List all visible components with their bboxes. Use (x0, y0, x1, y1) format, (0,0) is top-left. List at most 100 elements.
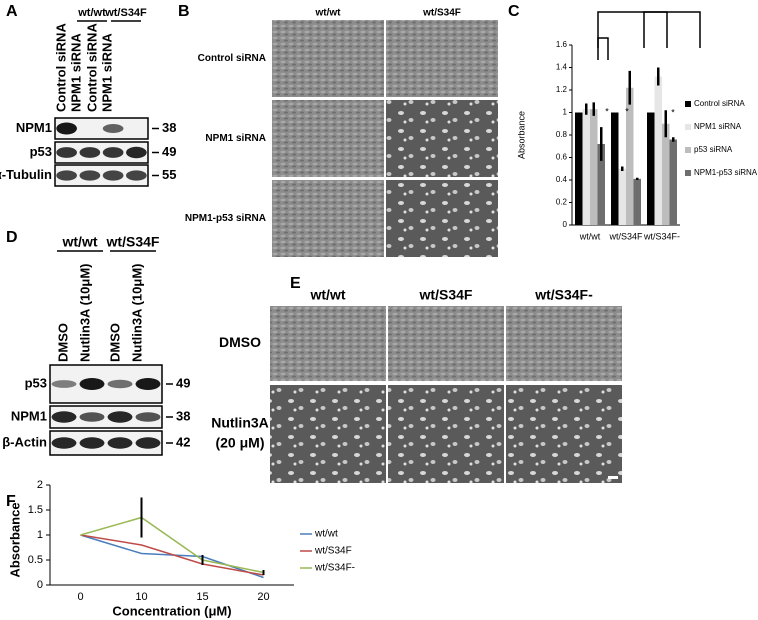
bar (654, 76, 662, 225)
blot-band (102, 147, 124, 158)
marker-label: 38 (176, 408, 190, 423)
bar (611, 112, 619, 225)
significance-mark: * (625, 106, 629, 116)
y-tick-label: 2 (37, 479, 43, 491)
panel-label: C (508, 3, 520, 20)
legend-label: wt/S34F- (314, 563, 355, 574)
lane-label: NPM1 siRNA (99, 33, 114, 112)
significance-mark: * (671, 107, 675, 117)
comparison-bracket (597, 37, 609, 60)
blot-band (51, 380, 77, 388)
legend-label: wt/S34F (314, 546, 352, 557)
row-label: NPM1-p53 siRNA (185, 213, 266, 224)
row-label: p53 (30, 144, 52, 159)
y-tick-label: 1 (37, 529, 43, 541)
genotype-label: wt/wt (62, 234, 98, 250)
legend-label: Control siRNA (694, 99, 745, 108)
bar (575, 112, 583, 225)
micrograph (272, 20, 384, 97)
column-label: wt/wt (310, 287, 346, 303)
y-tick-label: 1 (563, 108, 568, 117)
y-tick-label: 0.8 (556, 130, 568, 139)
blot-band (107, 411, 133, 423)
series-line (80, 516, 264, 574)
micrograph (386, 100, 498, 177)
y-tick-label: 0.6 (556, 153, 568, 162)
panel-label: E (290, 275, 301, 292)
row-label: NPM1 (11, 408, 47, 423)
legend-swatch (685, 170, 691, 176)
row-label: (20 μM) (215, 435, 264, 451)
row-label: p53 (25, 375, 47, 390)
micrograph (386, 20, 498, 97)
lane-label: NPM1 siRNA (68, 33, 83, 112)
blot-band (79, 412, 105, 422)
marker-label: 42 (176, 434, 190, 449)
blot-strip (54, 117, 149, 140)
micrograph (272, 180, 384, 257)
blot-band (56, 147, 77, 158)
blot-band (79, 437, 105, 449)
y-tick-label: 0.5 (28, 554, 43, 566)
series-line (80, 534, 264, 579)
x-tick-label: 20 (257, 591, 269, 603)
y-tick-label: 1.5 (28, 504, 43, 516)
blot-band (51, 437, 77, 449)
micrograph (270, 306, 386, 381)
column-label: wt/S34F- (534, 287, 593, 303)
lane-label: Control siRNA (53, 23, 68, 112)
micrograph (506, 385, 622, 483)
blot-band (56, 122, 77, 135)
bar (662, 123, 670, 225)
row-label: β-Actin (2, 434, 47, 449)
x-tick-label: wt/S34F- (643, 231, 680, 241)
blot-band (56, 170, 77, 181)
row-label: α-Tubulin (0, 167, 52, 182)
micrograph (270, 385, 386, 483)
bar (582, 109, 590, 225)
legend-swatch (685, 147, 691, 153)
genotype-label: wt/S34F (104, 7, 147, 19)
blot-band (79, 147, 101, 158)
micrograph (386, 180, 498, 257)
blot-strip (49, 405, 163, 429)
row-label: Nutlin3A (211, 415, 269, 431)
x-tick-label: 10 (135, 591, 147, 603)
marker-label: 38 (162, 120, 176, 135)
y-tick-label: 0.4 (556, 175, 568, 184)
marker-label: 49 (162, 144, 176, 159)
blot-strip (54, 164, 149, 187)
y-tick-label: 0 (563, 220, 568, 229)
lane-label: DMSO (107, 323, 122, 362)
row-label: NPM1 siRNA (205, 133, 266, 144)
blot-strip (54, 141, 149, 164)
y-axis-label: Absorbance (7, 502, 22, 577)
legend-label: NPM1-p53 siRNA (694, 168, 758, 177)
blot-band (102, 170, 124, 181)
y-tick-label: 0 (37, 579, 43, 591)
panel-label: A (6, 3, 18, 20)
blot-band (102, 124, 124, 133)
y-tick-label: 1.6 (556, 40, 568, 49)
column-label: wt/S34F (422, 8, 461, 19)
marker-label: 49 (176, 375, 190, 390)
bar (597, 144, 605, 225)
micrograph (388, 306, 504, 381)
legend-swatch (685, 124, 691, 130)
blot-band (79, 170, 101, 181)
marker-label: 55 (162, 167, 176, 182)
x-tick-label: wt/S34F (608, 231, 643, 241)
scale-bar (608, 476, 618, 479)
lane-label: Control siRNA (84, 23, 99, 112)
comparison-bracket (643, 11, 701, 48)
bar (626, 87, 634, 225)
genotype-label: wt/wt (77, 7, 106, 19)
bar (633, 178, 641, 225)
y-tick-label: 0.2 (556, 198, 568, 207)
x-axis-label: Concentration (μM) (112, 603, 231, 618)
bar (647, 112, 655, 225)
genotype-label: wt/S34F (106, 234, 160, 250)
significance-mark: * (605, 106, 609, 116)
blot-band (51, 411, 77, 423)
